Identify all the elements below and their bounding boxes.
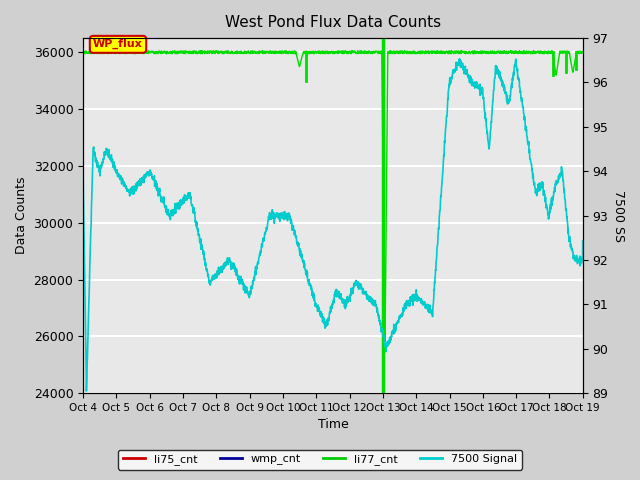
Legend: li75_cnt, wmp_cnt, li77_cnt, 7500 Signal: li75_cnt, wmp_cnt, li77_cnt, 7500 Signal xyxy=(118,450,522,469)
li77_cnt xyxy=(79,50,87,56)
X-axis label: Time: Time xyxy=(317,419,348,432)
7500 Signal xyxy=(565,233,573,239)
7500 Signal xyxy=(309,293,317,299)
Y-axis label: 7500 SS: 7500 SS xyxy=(612,190,625,241)
7500 Signal xyxy=(456,56,463,62)
Text: WP_flux: WP_flux xyxy=(93,39,143,49)
7500 Signal xyxy=(323,321,330,327)
li77_cnt xyxy=(212,48,220,54)
li77_cnt xyxy=(473,49,481,55)
li77_cnt xyxy=(565,48,573,54)
7500 Signal xyxy=(473,80,481,86)
7500 Signal xyxy=(105,147,113,153)
7500 Signal xyxy=(83,388,90,394)
li77_cnt xyxy=(564,49,572,55)
li77_cnt xyxy=(381,339,388,345)
Line: li77_cnt: li77_cnt xyxy=(83,51,583,342)
li77_cnt xyxy=(323,49,330,55)
Line: 7500 Signal: 7500 Signal xyxy=(83,59,583,391)
7500 Signal xyxy=(579,238,587,244)
li77_cnt xyxy=(105,50,113,56)
7500 Signal xyxy=(79,171,87,177)
li77_cnt xyxy=(309,50,317,56)
Y-axis label: Data Counts: Data Counts xyxy=(15,177,28,254)
Title: West Pond Flux Data Counts: West Pond Flux Data Counts xyxy=(225,15,441,30)
7500 Signal xyxy=(564,232,572,238)
li77_cnt xyxy=(579,49,587,55)
